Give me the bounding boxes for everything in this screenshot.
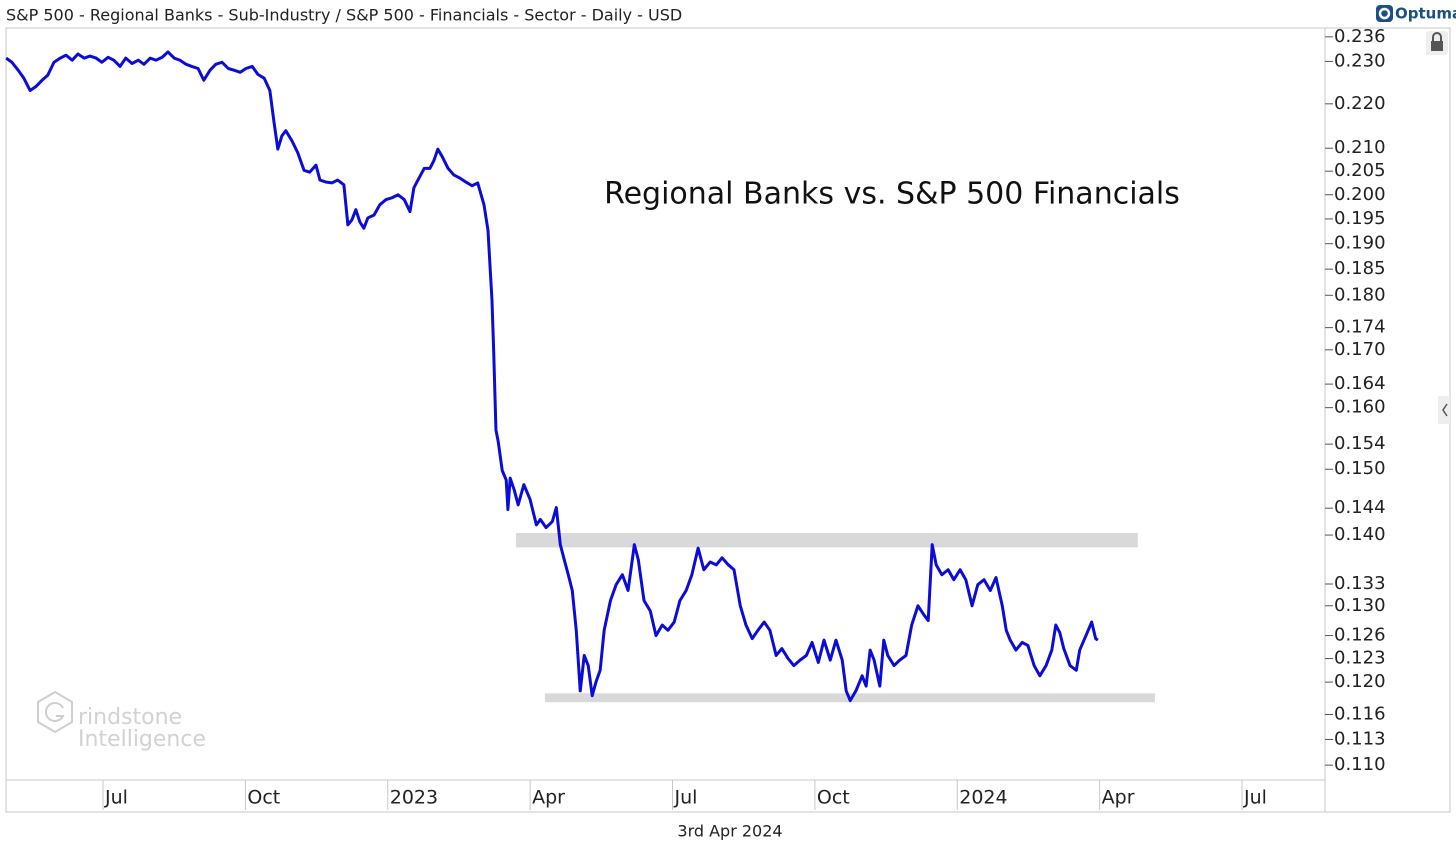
watermark: rindstone (78, 705, 182, 730)
date-label: 3rd Apr 2024 (677, 822, 782, 841)
x-tick-label: Jul (1243, 787, 1267, 809)
y-tick-label: 0.144 (1334, 497, 1386, 518)
watermark-logo-g (44, 702, 65, 722)
x-tick-label: Jul (674, 787, 698, 809)
collapse-icon (1442, 403, 1448, 417)
y-tick-label: 0.185 (1334, 258, 1386, 279)
y-tick-label: 0.133 (1334, 573, 1386, 594)
y-tick-label: 0.180 (1334, 284, 1386, 305)
y-tick-label: 0.210 (1334, 137, 1386, 158)
x-tick-label: 2023 (390, 787, 438, 809)
watermark: Intelligence (78, 727, 206, 752)
y-tick-label: 0.164 (1334, 373, 1386, 394)
logo-icon-ring (1378, 7, 1391, 20)
lock-icon-shackle (1432, 32, 1442, 41)
y-tick-label: 0.140 (1334, 524, 1386, 545)
y-tick-label: 0.170 (1334, 339, 1386, 360)
annotation: Regional Banks vs. S&P 500 Financials (604, 177, 1180, 212)
x-tick-label: 2024 (959, 787, 1007, 809)
y-tick-label: 0.205 (1334, 160, 1386, 181)
y-tick-label: 0.160 (1334, 397, 1386, 418)
range-band (515, 533, 1138, 548)
chart-title: S&P 500 - Regional Banks - Sub-Industry … (6, 6, 682, 25)
y-tick-label: 0.195 (1334, 208, 1386, 229)
x-tick-label: Apr (1102, 787, 1135, 809)
y-tick-label: 0.110 (1334, 754, 1386, 775)
y-tick-label: 0.130 (1334, 595, 1386, 616)
y-tick-label: 0.230 (1334, 50, 1386, 71)
collapse-button[interactable] (1438, 396, 1450, 424)
y-tick-label: 0.154 (1334, 433, 1386, 454)
x-tick-label: Oct (817, 787, 850, 809)
y-tick-label: 0.126 (1334, 625, 1386, 646)
x-tick-label: Apr (532, 787, 565, 809)
x-tick-label: Oct (247, 787, 280, 809)
y-tick-label: 0.150 (1334, 458, 1386, 479)
watermark-logo (37, 690, 73, 734)
y-tick-label: 0.123 (1334, 648, 1386, 669)
y-tick-label: 0.120 (1334, 671, 1386, 692)
logo: Optuma (1395, 5, 1456, 23)
y-tick-label: 0.220 (1334, 93, 1386, 114)
y-tick-label: 0.113 (1334, 728, 1386, 749)
y-tick-label: 0.200 (1334, 184, 1386, 205)
lock-icon (1431, 41, 1443, 51)
y-tick-label: 0.116 (1334, 703, 1386, 724)
y-tick-label: 0.236 (1334, 26, 1386, 47)
series-line (5, 50, 1099, 703)
y-tick-label: 0.174 (1334, 317, 1386, 338)
logo-icon (1376, 5, 1393, 22)
x-tick-label: Jul (104, 787, 128, 809)
y-tick-label: 0.190 (1334, 233, 1386, 254)
